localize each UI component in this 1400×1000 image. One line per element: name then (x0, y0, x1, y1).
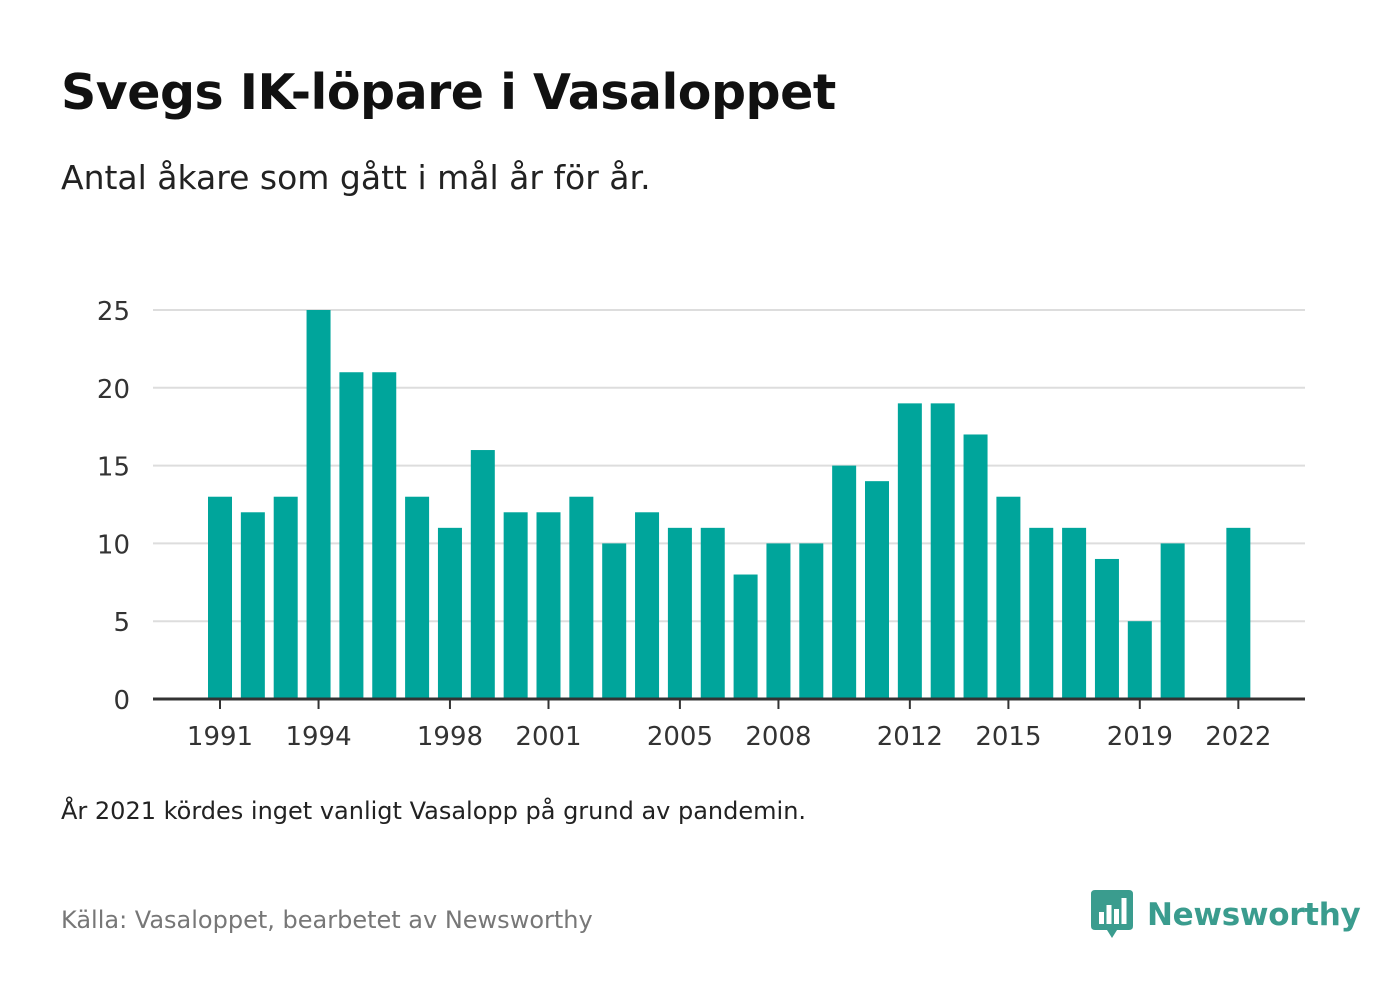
x-tick-label: 1991 (187, 722, 253, 752)
bar-2003 (602, 543, 627, 699)
bar-2010 (832, 465, 857, 699)
bar-2001 (536, 512, 561, 699)
x-tick-label: 2008 (745, 722, 811, 752)
bar-2005 (667, 527, 692, 699)
newsworthy-logo-icon (1091, 890, 1133, 938)
x-tick-label: 2012 (877, 722, 943, 752)
bar-1991 (208, 496, 232, 699)
bar-2013 (930, 403, 955, 699)
y-tick-label: 15 (97, 453, 130, 483)
bar-1992 (240, 512, 265, 699)
chart-source: Källa: Vasaloppet, bearbetet av Newswort… (61, 906, 593, 934)
bar-2002 (569, 496, 594, 699)
chart-subtitle: Antal åkare som gått i mål år för år. (61, 158, 651, 197)
x-tick-label: 2005 (647, 722, 713, 752)
x-tick-label: 2019 (1107, 722, 1173, 752)
y-tick-label: 10 (97, 530, 130, 560)
x-tick-label: 1994 (285, 722, 351, 752)
chart-title: Svegs IK-löpare i Vasaloppet (61, 64, 836, 121)
bar-2020 (1160, 543, 1185, 699)
x-tick-label: 2015 (975, 722, 1041, 752)
bar-2000 (503, 512, 528, 699)
brand-name: Newsworthy (1147, 897, 1361, 933)
bar-2019 (1127, 621, 1152, 699)
bar-1993 (273, 496, 298, 699)
bar-2008 (766, 543, 791, 699)
y-tick-label: 5 (113, 608, 130, 638)
bar-1996 (372, 372, 397, 699)
bar-1997 (405, 496, 430, 699)
bar-2014 (963, 434, 988, 699)
bar-1994 (306, 310, 331, 699)
bar-2022 (1226, 527, 1251, 699)
x-tick-label: 2022 (1205, 722, 1271, 752)
y-tick-label: 25 (97, 297, 130, 327)
bar-chart: 0 5 10 15 20 25 1991 1994 1998 2001 2005 2008 2012 20… (97, 297, 1305, 752)
chart-note: År 2021 kördes inget vanligt Vasalopp på… (61, 797, 807, 825)
x-tick-label: 1998 (417, 722, 483, 752)
bar-2006 (700, 527, 725, 699)
bar-2015 (996, 496, 1021, 699)
bar-1995 (339, 372, 364, 699)
brand-logo: Newsworthy (1091, 890, 1361, 940)
bar-2012 (897, 403, 922, 699)
bar-2011 (865, 481, 889, 699)
y-tick-label: 0 (113, 686, 130, 716)
bar-1998 (437, 527, 462, 699)
bar-1999 (470, 450, 495, 699)
bar-2018 (1094, 558, 1119, 699)
bar-2017 (1062, 527, 1087, 699)
bar-2007 (733, 574, 758, 699)
bar-2016 (1029, 527, 1054, 699)
x-tick-label: 2001 (515, 722, 581, 752)
bar-2009 (799, 543, 824, 699)
bar-2004 (635, 512, 660, 699)
y-tick-label: 20 (97, 375, 130, 405)
